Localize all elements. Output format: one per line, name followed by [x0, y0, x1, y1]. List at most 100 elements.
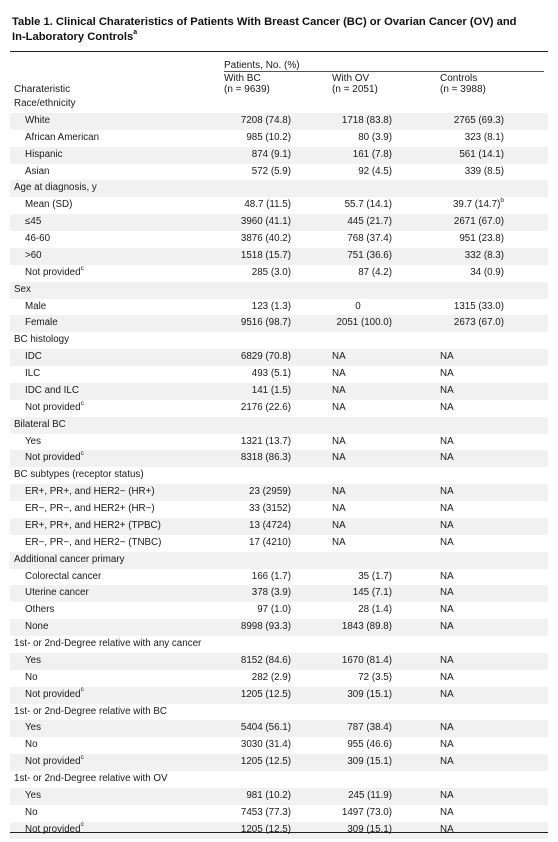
row-label: Asian — [25, 165, 50, 177]
table-row: Yes 8152 (84.6) 1670 (81.4) NA — [10, 652, 548, 670]
table-row: Not providedc 1205 (12.5) 309 (15.1) NA — [10, 686, 548, 704]
cell-ov: 92 (4.5) — [358, 165, 392, 177]
cell-ov: NA — [332, 435, 346, 447]
cell-bc: 1205 (12.5) — [240, 688, 291, 700]
row-label: Not providedc — [25, 264, 84, 278]
cell-controls: NA — [440, 722, 454, 734]
bottom-rule — [10, 832, 548, 833]
row-label: Uterine cancer — [25, 587, 89, 599]
section-label: 1st- or 2nd-Degree relative with OV — [14, 773, 168, 784]
cell-controls: NA — [440, 806, 454, 818]
table-row: African American 985 (10.2) 80 (3.9) 323 (8… — [10, 129, 548, 147]
section-label: 1st- or 2nd-Degree relative with BC — [14, 705, 168, 717]
table-row: Not providedc 1205 (12.5) 309 (15.1) NA — [10, 821, 548, 839]
cell-ov: 1718 (83.8) — [341, 114, 392, 126]
cell-ov: 145 (7.1) — [352, 587, 392, 599]
footnote-marker: c — [80, 686, 84, 694]
cell-controls: NA — [440, 486, 454, 498]
cell-ov: NA — [332, 368, 346, 379]
cell-ov: 2051 (100.0) — [336, 317, 392, 329]
cell-controls: 2673 (67.0) — [453, 317, 504, 329]
cell-controls: NA — [440, 789, 454, 801]
cell-bc: 1205 (12.5) — [240, 823, 291, 835]
table-row: Not providedc 1205 (12.5) 309 (15.1) NA — [10, 754, 548, 771]
section-label: Age at diagnosis, y — [14, 182, 97, 194]
cell-bc: 33 (3152) — [249, 503, 291, 514]
cell-bc: 981 (10.2) — [246, 789, 291, 801]
table-row: None 8998 (93.3) 1843 (89.8) NA — [10, 619, 548, 636]
cell-bc: 1321 (13.7) — [240, 435, 291, 447]
section-label: BC subtypes (receptor status) — [14, 469, 144, 481]
row-label: Not providedc — [25, 686, 84, 700]
row-label: Yes — [25, 789, 41, 801]
row-label: Not providedc — [25, 450, 84, 464]
cell-bc: 282 (2.9) — [251, 671, 291, 683]
table-row: ILC 493 (5.1) NA NA — [10, 366, 548, 383]
cell-controls: NA — [440, 604, 454, 616]
cell-controls: NA — [440, 401, 454, 413]
cell-bc: 1518 (15.7) — [240, 249, 291, 261]
section-row: Bilateral BC — [10, 416, 548, 434]
cell-ov: NA — [332, 536, 346, 548]
cell-ov: 80 (3.9) — [358, 131, 392, 143]
cell-bc: 7208 (74.8) — [240, 114, 291, 126]
table-row: Hispanic 874 (9.1) 161 (7.8) 561 (14.1) — [10, 146, 548, 164]
cell-controls: NA — [440, 756, 454, 768]
table-row: Yes 1321 (13.7) NA NA — [10, 433, 548, 451]
row-label: Mean (SD) — [25, 199, 73, 211]
cell-bc: 8152 (84.6) — [240, 654, 291, 666]
table-row: ER+, PR+, and HER2+ (TPBC) 13 (4724) NA NA — [10, 517, 548, 535]
table-row: Yes 981 (10.2) 245 (11.9) NA — [10, 787, 548, 805]
cell-controls: 2765 (69.3) — [453, 114, 504, 126]
row-label: Yes — [25, 435, 41, 447]
row-label: Not providedc — [25, 399, 84, 413]
cell-controls: NA — [440, 739, 454, 751]
cell-controls: NA — [440, 452, 454, 464]
cell-bc: 166 (1.7) — [251, 570, 291, 582]
cell-ov: NA — [332, 503, 346, 514]
section-row: Age at diagnosis, y — [10, 180, 548, 198]
table-row: IDC and ILC 141 (1.5) NA NA — [10, 382, 548, 400]
table-row: Not providedc 8318 (86.3) NA NA — [10, 450, 548, 468]
section-row: 1st- or 2nd-Degree relative with any can… — [10, 636, 548, 653]
table-row: Colorectal cancer 166 (1.7) 35 (1.7) NA — [10, 568, 548, 586]
table-row: No 282 (2.9) 72 (3.5) NA — [10, 669, 548, 687]
table-row: Male 123 (1.3) 0 1315 (33.0) — [10, 298, 548, 316]
table-row: White 7208 (74.8) 1718 (83.8) 2765 (69.3) — [10, 112, 548, 130]
row-label: Colorectal cancer — [25, 570, 102, 582]
cell-bc: 8318 (86.3) — [240, 452, 291, 464]
cell-controls: 39.7 (14.7)b — [452, 197, 504, 211]
footnote-marker: c — [80, 450, 84, 458]
cell-bc: 2176 (22.6) — [240, 401, 291, 413]
row-label: >60 — [25, 249, 42, 261]
cell-controls: 339 (8.5) — [464, 165, 504, 177]
cell-controls: 332 (8.3) — [464, 249, 504, 261]
cell-controls: 2671 (67.0) — [453, 216, 504, 228]
table-row: Yes 5404 (56.1) 787 (38.4) NA — [10, 720, 548, 738]
table-row: 46-60 3876 (40.2) 768 (37.4) 951 (23.8) — [10, 231, 548, 248]
table-row: Not providedc 2176 (22.6) NA NA — [10, 399, 548, 417]
cell-ov: 1497 (73.0) — [341, 806, 392, 818]
row-label: White — [25, 114, 51, 126]
cell-ov: 309 (15.1) — [347, 756, 392, 768]
row-label: ER−, PR−, and HER2+ (HR−) — [25, 503, 155, 514]
section-label: Sex — [14, 283, 31, 295]
row-label: IDC — [25, 351, 42, 363]
cell-controls: 323 (8.1) — [464, 131, 504, 143]
col-header-controls: Controls (n = 3988) — [440, 73, 486, 95]
row-label: No — [25, 739, 38, 751]
table-row: Mean (SD) 48.7 (11.5) 55.7 (14.1) 39.7 (14.… — [10, 197, 548, 215]
section-row: Additional cancer primary — [10, 551, 548, 569]
cell-bc: 1205 (12.5) — [240, 756, 291, 768]
cell-ov: 245 (11.9) — [348, 789, 392, 801]
section-label: Race/ethnicity — [14, 98, 76, 109]
section-label: Additional cancer primary — [14, 553, 125, 565]
cell-controls: NA — [440, 351, 454, 363]
cell-ov: 309 (15.1) — [347, 823, 392, 835]
cell-ov: 0 — [355, 300, 361, 312]
cell-bc: 13 (4724) — [249, 519, 291, 531]
cell-bc: 285 (3.0) — [251, 266, 291, 278]
top-rule — [10, 51, 548, 52]
cell-controls: NA — [440, 570, 454, 582]
